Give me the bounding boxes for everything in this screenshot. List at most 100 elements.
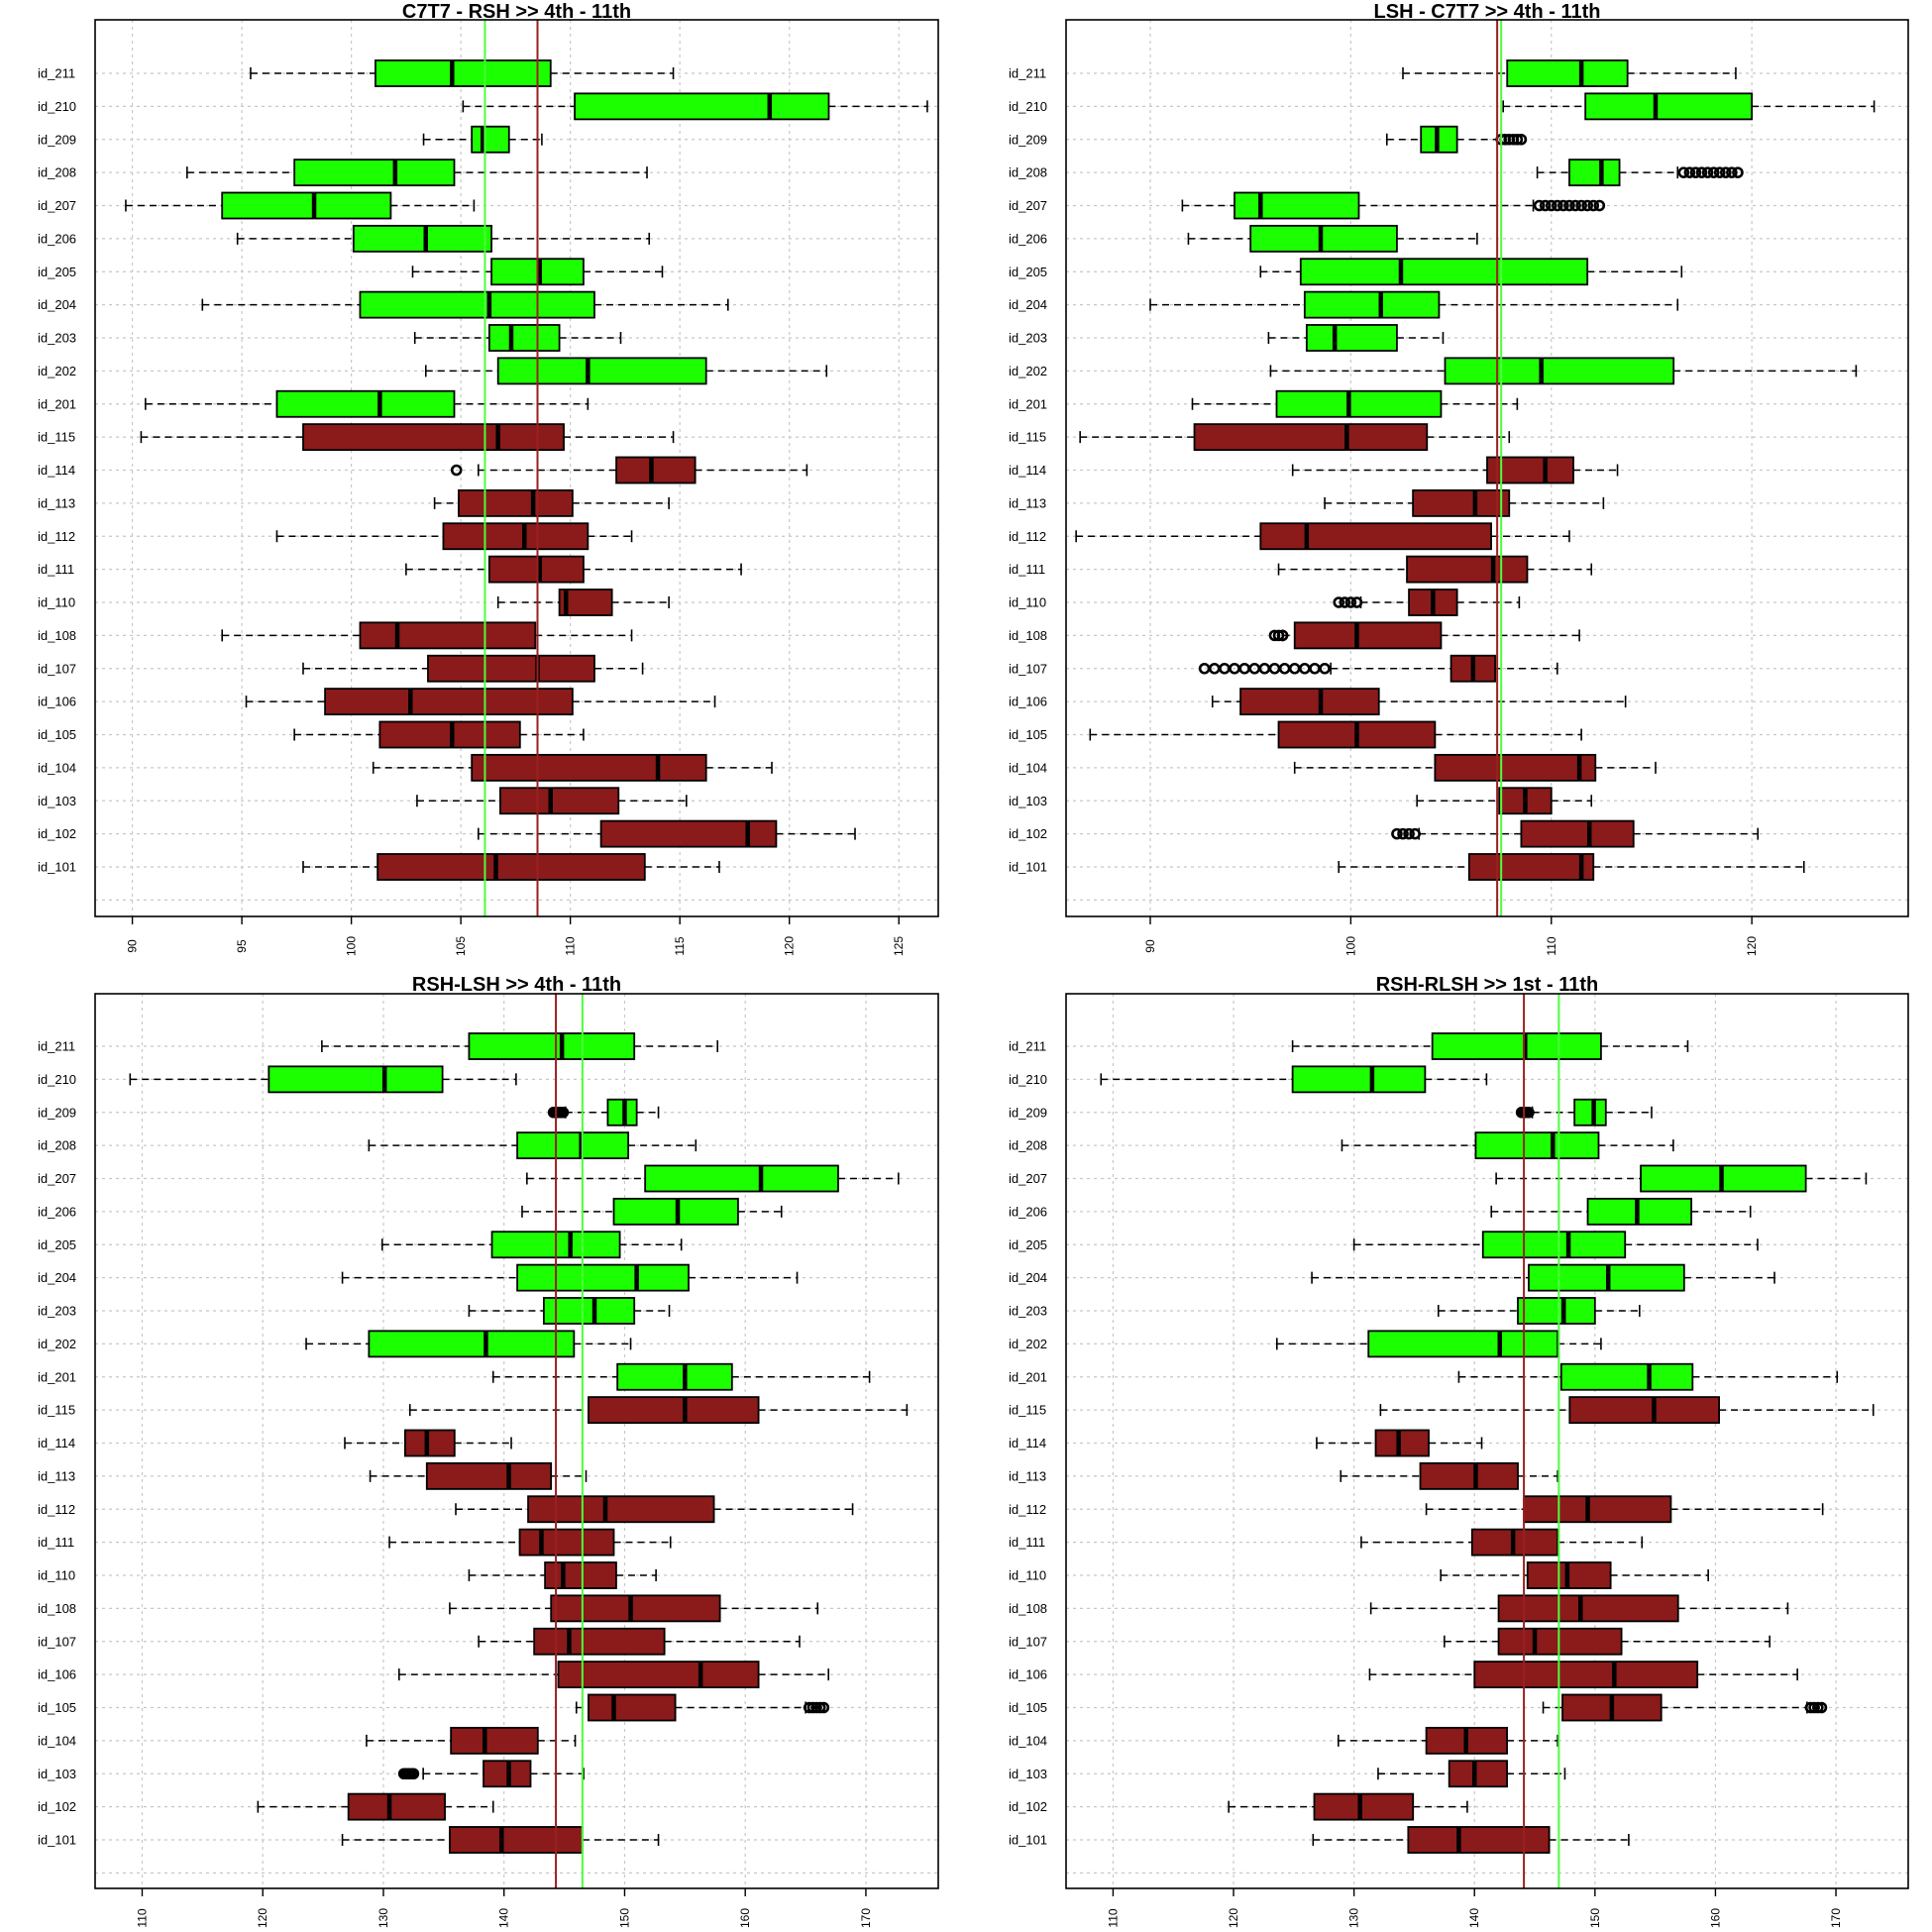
- box-iqr: [588, 1693, 677, 1722]
- box-id-115: [1079, 423, 1511, 452]
- box-id-111: [1277, 555, 1593, 584]
- box-id-104: [372, 753, 773, 782]
- box-id-204: [341, 1263, 799, 1292]
- box-iqr: [644, 1164, 839, 1193]
- x-tick-label: 90: [1143, 939, 1157, 953]
- row-label: id_203: [38, 331, 76, 346]
- box-iqr: [1467, 853, 1595, 881]
- box-id-107: [1444, 1627, 1771, 1656]
- box-id-207: [1181, 191, 1606, 220]
- box-iqr: [1193, 423, 1429, 452]
- row-label: id_210: [1009, 99, 1047, 114]
- box-id-102: [478, 819, 856, 848]
- box-iqr: [1412, 488, 1511, 517]
- box-id-206: [1187, 224, 1478, 253]
- box-id-209: [547, 1098, 660, 1127]
- box-id-211: [1291, 1032, 1689, 1060]
- x-tick-label: 130: [376, 1908, 390, 1928]
- box-id-201: [1191, 389, 1519, 418]
- chart-title: C7T7 - RSH >> 4th - 11th: [402, 1, 631, 23]
- box-iqr: [1568, 1396, 1720, 1425]
- row-label: id_103: [38, 1767, 76, 1781]
- row-label: id_108: [1009, 1601, 1047, 1616]
- row-label: id_104: [38, 1733, 76, 1748]
- box-id-108: [221, 621, 633, 650]
- x-tick-label: 120: [1227, 1908, 1240, 1928]
- row-label: id_114: [38, 1436, 75, 1450]
- row-label: id_209: [1009, 132, 1047, 147]
- row-label: id_203: [38, 1304, 76, 1319]
- row-label: id_204: [38, 1270, 76, 1285]
- box-iqr: [1520, 819, 1635, 848]
- row-label: id_108: [38, 1601, 76, 1616]
- box-id-110: [1333, 589, 1521, 616]
- x-tick-label: 150: [1588, 1908, 1602, 1928]
- box-id-208: [1341, 1131, 1674, 1160]
- box-id-210: [129, 1065, 517, 1094]
- box-id-113: [433, 488, 670, 517]
- box-id-110: [1440, 1561, 1709, 1589]
- x-tick-label: 115: [673, 936, 687, 955]
- box-id-114: [344, 1429, 512, 1457]
- box-iqr: [268, 1065, 444, 1094]
- box-id-108: [1369, 1594, 1789, 1623]
- box-id-207: [526, 1164, 900, 1193]
- box-iqr: [542, 1297, 636, 1325]
- row-label: id_202: [38, 364, 76, 378]
- box-id-202: [1269, 357, 1858, 385]
- box-id-115: [140, 423, 675, 452]
- box-iqr: [1474, 1131, 1600, 1160]
- box-iqr: [496, 357, 707, 385]
- row-label: id_205: [38, 265, 76, 279]
- box-iqr: [403, 1429, 456, 1457]
- outlier-point: [450, 464, 463, 477]
- row-label: id_106: [38, 695, 76, 709]
- x-tick-label: 105: [454, 936, 468, 956]
- box-id-106: [245, 688, 716, 716]
- box-id-203: [413, 324, 622, 352]
- row-label: id_110: [1009, 1568, 1046, 1583]
- row-label: id_105: [1009, 727, 1047, 742]
- box-iqr: [275, 389, 456, 418]
- row-label: id_108: [38, 628, 76, 643]
- box-id-112: [1075, 522, 1570, 551]
- box-iqr: [302, 423, 565, 452]
- row-label: id_206: [1009, 1204, 1047, 1219]
- box-id-112: [455, 1495, 854, 1524]
- outlier-point: [1713, 166, 1726, 178]
- row-label: id_110: [38, 1568, 75, 1583]
- x-tick-label: 95: [235, 939, 249, 953]
- box-id-108: [449, 1594, 819, 1623]
- box-iqr: [425, 1461, 553, 1490]
- box-iqr: [1473, 1661, 1699, 1689]
- x-tick-label: 140: [1467, 1908, 1481, 1928]
- outlier-point: [1677, 166, 1690, 178]
- box-iqr: [442, 522, 590, 551]
- row-label: id_206: [38, 1204, 76, 1219]
- box-iqr: [615, 456, 697, 484]
- box-id-104: [366, 1726, 577, 1755]
- box-id-106: [397, 1661, 830, 1689]
- box-iqr: [376, 853, 646, 881]
- boxplot-panel: LSH - C7T7 >> 4th - 11th id_211 id_210 id_2…: [1009, 1, 1909, 956]
- box-id-102: [1228, 1792, 1468, 1821]
- box-iqr: [293, 159, 456, 187]
- row-label: id_114: [1009, 463, 1046, 478]
- box-id-113: [1324, 488, 1605, 517]
- row-label: id_101: [38, 860, 76, 875]
- box-id-205: [1352, 1231, 1759, 1259]
- box-iqr: [544, 1561, 617, 1589]
- box-iqr: [1517, 1297, 1596, 1325]
- box-id-112: [1425, 1495, 1824, 1524]
- outlier-point: [1552, 199, 1563, 212]
- box-iqr: [449, 1826, 584, 1854]
- row-label: id_208: [1009, 1138, 1047, 1153]
- row-label: id_115: [1009, 430, 1046, 445]
- outlier-point: [1726, 166, 1738, 178]
- row-label: id_203: [1009, 1304, 1047, 1319]
- box-id-115: [408, 1396, 909, 1425]
- row-label: id_113: [1009, 1468, 1046, 1483]
- box-iqr: [527, 1495, 715, 1524]
